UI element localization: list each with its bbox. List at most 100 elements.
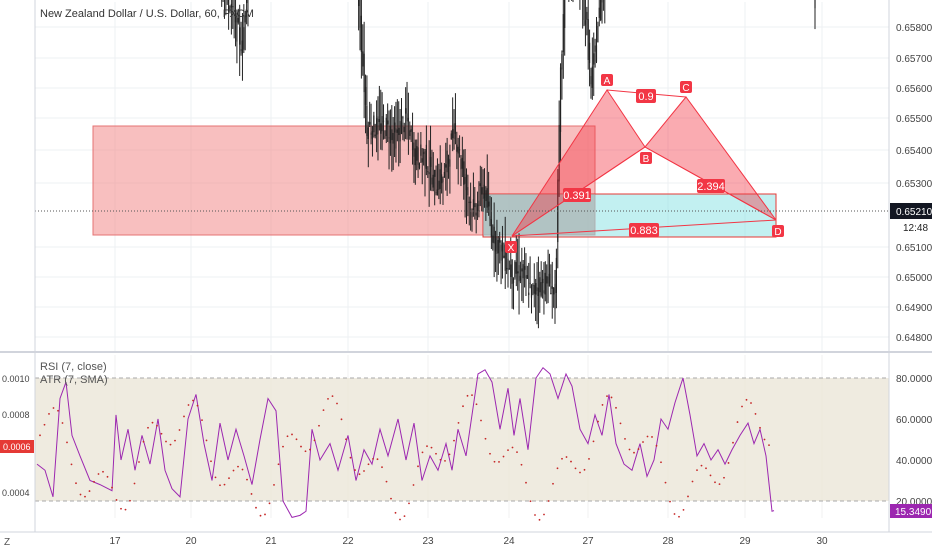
candle-body: [472, 199, 475, 210]
atr-dot: [115, 499, 118, 501]
time-tick-label: 28: [662, 536, 674, 547]
price-tick-label: 0.64800: [896, 333, 932, 344]
atr-dot: [552, 482, 554, 485]
candle-body: [511, 260, 513, 284]
atr-dot: [232, 469, 235, 472]
atr-dot: [745, 398, 748, 401]
candle-body: [547, 276, 549, 287]
candle-body: [364, 87, 367, 105]
atr-dot: [219, 484, 221, 487]
candle-body: [457, 146, 459, 154]
candle-body: [399, 121, 401, 142]
candle-body: [458, 149, 461, 151]
candle-body: [359, 0, 361, 28]
candle-body: [237, 17, 239, 23]
atr-dot: [651, 436, 653, 438]
candle-body: [476, 204, 479, 212]
rsi-current-label: 15.3490: [895, 507, 932, 518]
candle-body: [373, 115, 375, 133]
candle-body: [384, 136, 386, 138]
candle-body: [528, 292, 530, 296]
candle-body: [417, 147, 419, 165]
atr-dot: [268, 502, 271, 505]
candle-body: [366, 105, 368, 136]
candle-body: [428, 172, 430, 175]
atr-dot: [57, 409, 59, 412]
pattern-point-c: C: [682, 83, 689, 94]
candle-body: [475, 212, 477, 216]
atr-current-label: 0.0006: [3, 442, 31, 452]
candle-body: [370, 132, 372, 135]
atr-dot: [277, 463, 280, 466]
candle-body: [438, 180, 440, 190]
atr-dot: [70, 463, 73, 466]
candle-body: [500, 244, 502, 261]
atr-dot: [192, 399, 194, 402]
atr-dot: [574, 467, 577, 470]
atr-dot: [579, 471, 581, 474]
candle-body: [403, 126, 405, 133]
atr-dot: [241, 468, 244, 471]
ratio-box: [563, 188, 591, 202]
candle-body: [406, 113, 408, 122]
candle-body: [514, 261, 516, 278]
rsi-tick-label: 60.0000: [896, 415, 932, 426]
atr-dot: [345, 438, 347, 441]
atr-dot: [696, 469, 698, 472]
atr-dot: [664, 481, 667, 484]
candle-body: [489, 216, 491, 220]
candle-body: [490, 219, 492, 238]
atr-dot: [669, 500, 671, 503]
atr-dot: [178, 429, 181, 431]
candle-body: [529, 282, 531, 284]
price-tick-label: 0.65500: [896, 114, 932, 125]
atr-dot: [61, 422, 64, 424]
atr-dot: [340, 418, 343, 421]
atr-dot: [183, 415, 185, 418]
candle-body: [512, 279, 515, 284]
atr-dot: [228, 477, 230, 480]
atr-dot: [106, 475, 109, 478]
current-price-label: 0.65210: [896, 207, 932, 218]
candle-body: [561, 54, 563, 70]
candle-body: [467, 187, 469, 196]
candle-body: [388, 137, 390, 139]
candle-body: [445, 164, 447, 168]
candle-body: [594, 45, 596, 52]
atr-dot: [435, 452, 437, 455]
price-tick-label: 0.64900: [896, 303, 932, 314]
atr-dot: [322, 409, 325, 412]
price-tick-label: 0.65800: [896, 23, 932, 34]
atr-dot: [327, 397, 329, 400]
candle-body: [464, 176, 466, 184]
atr-dot: [660, 461, 662, 464]
candle-body: [550, 292, 552, 294]
atr-dot: [741, 405, 743, 408]
atr-dot: [318, 424, 320, 427]
candle-body: [241, 40, 244, 54]
atr-dot: [358, 473, 361, 476]
atr-dot: [214, 476, 217, 479]
atr-dot: [534, 514, 536, 516]
candle-body: [558, 124, 560, 182]
current-price-badge: [890, 203, 932, 219]
corner-label: Z: [4, 537, 11, 548]
candle-body: [591, 66, 593, 88]
pattern-point-box: [601, 74, 613, 86]
candle-body: [405, 108, 407, 114]
atr-dot: [655, 444, 658, 447]
time-tick-label: 30: [816, 536, 828, 547]
candle-body: [439, 169, 441, 189]
time-tick-label: 24: [503, 536, 515, 547]
atr-dot: [313, 439, 316, 442]
candle-body: [479, 183, 481, 187]
atr-dot: [556, 467, 559, 470]
candle-body: [526, 275, 528, 279]
candle-body: [411, 142, 414, 151]
atr-dot: [462, 405, 464, 408]
candle-body: [233, 13, 235, 15]
candle-body: [456, 144, 458, 152]
candle-body: [499, 237, 501, 243]
atr-dot: [583, 468, 586, 471]
